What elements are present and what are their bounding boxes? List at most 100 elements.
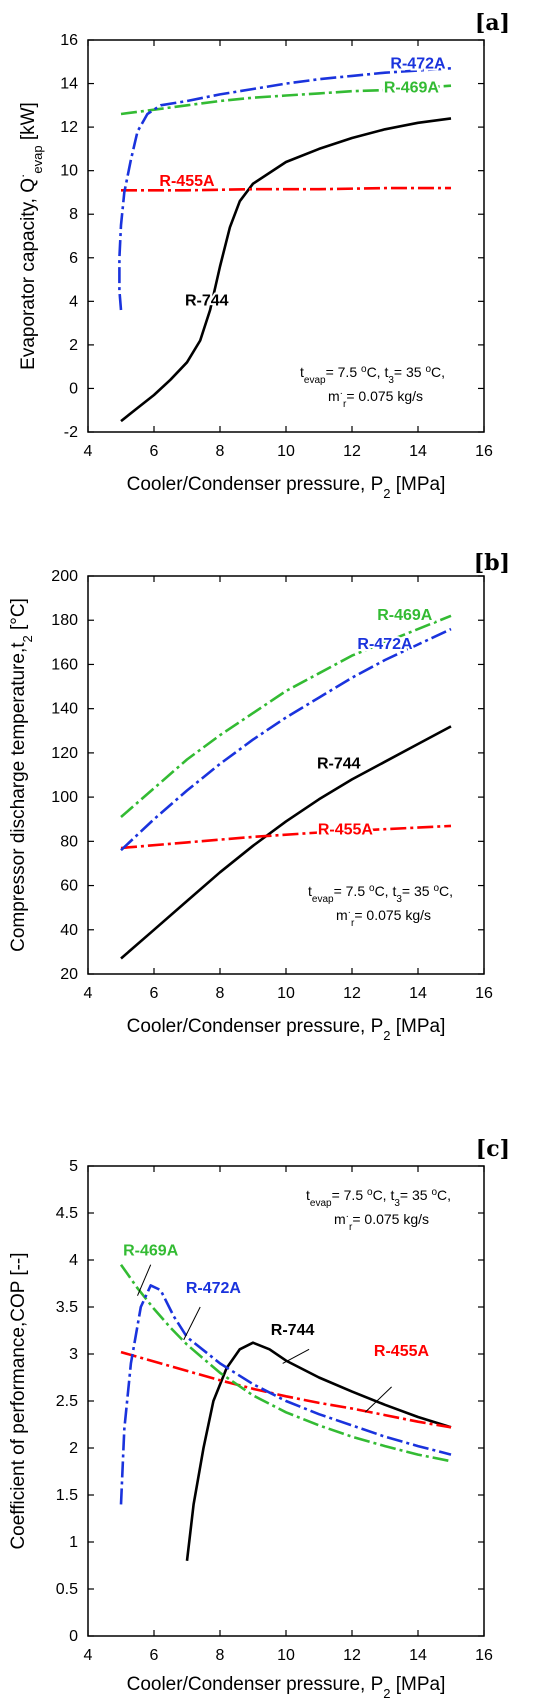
y-tick-label: 4.5 (56, 1205, 78, 1222)
panel-tag: [a] (475, 10, 510, 36)
x-tick-label: 12 (343, 985, 361, 1002)
y-tick-label: 40 (60, 922, 78, 939)
series-line-r-744 (120, 117, 452, 423)
series-label: R-744 (271, 1322, 315, 1339)
x-tick-label: 10 (277, 985, 295, 1002)
series-label: R-455A (159, 173, 215, 190)
series-label: R-472A (357, 636, 413, 653)
x-tick-label: 8 (216, 1647, 225, 1664)
y-tick-label: 10 (60, 163, 78, 180)
series-line-r-455a (121, 186, 451, 192)
series-leader (364, 1386, 392, 1413)
series-line-r-472a (119, 1284, 452, 1505)
chart-a: [a] 4 6 8 10 12 14 16 -2 0 2 4 6 8 10 12 14 16 Cooler/Cond… (15, 10, 511, 501)
y-tick-label: 20 (60, 966, 78, 983)
y-tick-label: 2.5 (56, 1393, 78, 1410)
condition-annotation-line1: tevap= 7.5 oC, t3= 35 oC, (308, 883, 453, 905)
series-label: R-469A (123, 1242, 179, 1259)
y-tick-label: 0 (69, 380, 78, 397)
condition-annotation-line2: m·r= 0.075 kg/s (328, 388, 423, 410)
y-tick-label: 1.5 (56, 1487, 78, 1504)
x-axis-label: Cooler/Condenser pressure, P2 [MPa] (127, 1674, 446, 1699)
x-tick-label: 4 (84, 443, 93, 460)
y-tick-label: 160 (51, 656, 78, 673)
chart-b: [b] 4 6 8 10 12 14 16 20 40 60 80 100 120 140 160 180 200… (8, 550, 510, 1043)
condition-annotation-line2: m·r= 0.075 kg/s (336, 907, 431, 929)
series-line-r-744 (120, 725, 452, 960)
x-tick-label: 16 (475, 443, 493, 460)
x-tick-label: 6 (150, 1647, 159, 1664)
x-tick-label: 4 (84, 1647, 93, 1664)
series-line-r-455a (120, 1350, 452, 1429)
y-tick-label: 5 (69, 1158, 78, 1175)
x-tick-label: 6 (150, 443, 159, 460)
series-label: R-744 (185, 293, 229, 310)
y-tick-label: 12 (60, 119, 78, 136)
y-tick-label: 2 (69, 337, 78, 354)
y-tick-label: 0.5 (56, 1581, 78, 1598)
condition-annotation-line1: tevap= 7.5 oC, t3= 35 oC, (306, 1187, 451, 1209)
x-tick-label: 14 (409, 985, 427, 1002)
condition-annotation-line2: m·r= 0.075 kg/s (334, 1211, 429, 1233)
x-tick-label: 14 (409, 443, 427, 460)
panel-b: [b] 4 6 8 10 12 14 16 20 40 60 80 100 120 140 160 180 200… (0, 548, 550, 1096)
series-label: R-472A (390, 55, 446, 72)
panel-tag: [c] (476, 1136, 510, 1162)
series-label: R-455A (318, 822, 374, 839)
x-axis-label: Cooler/Condenser pressure, P2 [MPa] (127, 1016, 446, 1043)
y-tick-label: 0 (69, 1628, 78, 1645)
y-tick-label: -2 (64, 424, 78, 441)
y-tick-label: 14 (60, 76, 78, 93)
x-tick-label: 16 (475, 985, 493, 1002)
y-tick-label: 16 (60, 32, 78, 49)
y-tick-label: 200 (51, 568, 78, 585)
y-tick-label: 1 (69, 1534, 78, 1551)
x-tick-label: 10 (277, 443, 295, 460)
series-label: R-744 (317, 755, 361, 772)
y-tick-label: 140 (51, 701, 78, 718)
series-label: R-472A (186, 1280, 242, 1297)
series-line-r-744 (185, 1341, 452, 1561)
series-leader (282, 1348, 310, 1364)
x-tick-label: 6 (150, 985, 159, 1002)
x-tick-label: 4 (84, 985, 93, 1002)
x-tick-label: 12 (343, 443, 361, 460)
y-tick-label: 3 (69, 1346, 78, 1363)
series-line-r-469a (119, 1263, 452, 1463)
x-tick-label: 14 (409, 1647, 427, 1664)
chart-c: [c] 4 6 8 10 12 14 16 0 0.5 1 1.5 2 2.5 3 3.5 4 4.5 5 Coole… (8, 1136, 510, 1701)
series-line-r-472a (118, 67, 452, 311)
y-axis-label: Compressor discharge temperature,t2 [°C] (8, 598, 35, 952)
series-leader (183, 1306, 201, 1341)
panel-tag: [b] (474, 550, 510, 576)
y-tick-label: 180 (51, 612, 78, 629)
series-line-r-472a (120, 627, 452, 852)
y-tick-label: 6 (69, 250, 78, 267)
x-tick-label: 8 (216, 443, 225, 460)
y-axis-label: Coefficient of performance,COP [--] (8, 1252, 29, 1549)
y-tick-label: 4 (69, 1252, 78, 1269)
x-tick-label: 16 (475, 1647, 493, 1664)
series-line-r-469a (120, 614, 452, 818)
y-tick-label: 2 (69, 1440, 78, 1457)
y-axis-label: Evaporator capacity, Q·evap [kW] (15, 102, 45, 370)
series-line-r-455a (120, 824, 452, 850)
series-label: R-469A (377, 607, 433, 624)
series-line-r-469a (120, 84, 452, 116)
panel-c: [c] 4 6 8 10 12 14 16 0 0.5 1 1.5 2 2.5 3 3.5 4 4.5 5 Coole… (0, 1110, 550, 1701)
y-tick-label: 100 (51, 789, 78, 806)
series-leader (137, 1264, 152, 1296)
y-tick-label: 4 (69, 293, 78, 310)
y-tick-label: 60 (60, 878, 78, 895)
y-tick-label: 3.5 (56, 1299, 78, 1316)
x-axis-label: Cooler/Condenser pressure, P2 [MPa] (127, 474, 446, 501)
series-label: R-469A (384, 79, 440, 96)
x-tick-label: 8 (216, 985, 225, 1002)
y-tick-label: 8 (69, 206, 78, 223)
series-label: R-455A (374, 1343, 430, 1360)
y-tick-label: 80 (60, 833, 78, 850)
panel-a: [a] 4 6 8 10 12 14 16 -2 0 2 4 6 8 10 12 14 16 Cooler/Cond… (0, 0, 550, 520)
y-tick-label: 120 (51, 745, 78, 762)
x-tick-label: 10 (277, 1647, 295, 1664)
x-tick-label: 12 (343, 1647, 361, 1664)
